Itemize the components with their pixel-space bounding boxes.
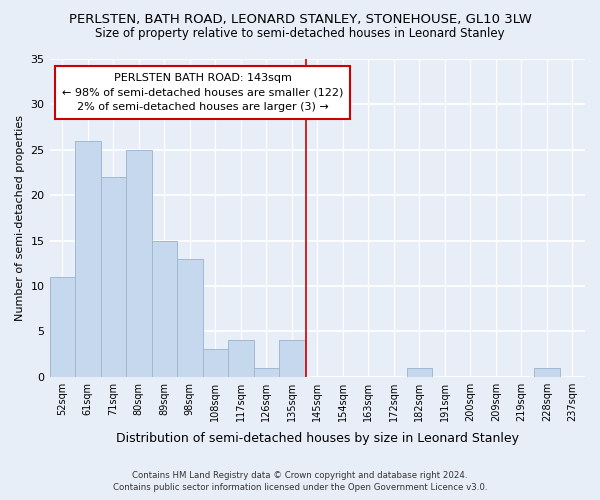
Bar — [152, 240, 177, 376]
Bar — [534, 368, 560, 376]
X-axis label: Distribution of semi-detached houses by size in Leonard Stanley: Distribution of semi-detached houses by … — [116, 432, 519, 445]
Bar — [254, 368, 279, 376]
Bar — [203, 350, 228, 376]
Text: Contains HM Land Registry data © Crown copyright and database right 2024.
Contai: Contains HM Land Registry data © Crown c… — [113, 471, 487, 492]
Bar — [101, 177, 126, 376]
Text: PERLSTEN, BATH ROAD, LEONARD STANLEY, STONEHOUSE, GL10 3LW: PERLSTEN, BATH ROAD, LEONARD STANLEY, ST… — [68, 12, 532, 26]
Text: Size of property relative to semi-detached houses in Leonard Stanley: Size of property relative to semi-detach… — [95, 28, 505, 40]
Bar — [50, 277, 75, 376]
Text: PERLSTEN BATH ROAD: 143sqm
← 98% of semi-detached houses are smaller (122)
2% of: PERLSTEN BATH ROAD: 143sqm ← 98% of semi… — [62, 72, 343, 112]
Bar — [407, 368, 432, 376]
Bar — [75, 140, 101, 376]
Bar — [177, 258, 203, 376]
Bar — [228, 340, 254, 376]
Y-axis label: Number of semi-detached properties: Number of semi-detached properties — [15, 115, 25, 321]
Bar — [279, 340, 305, 376]
Bar — [126, 150, 152, 376]
